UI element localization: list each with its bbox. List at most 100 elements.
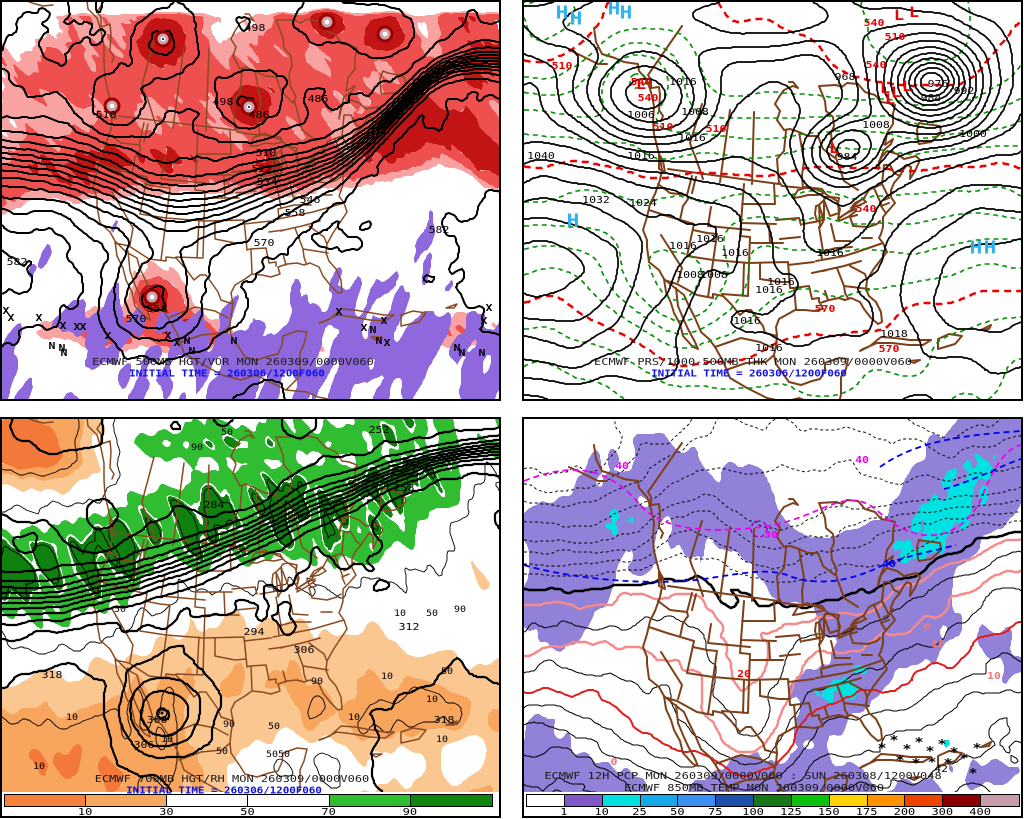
colorbar-segment	[5, 795, 87, 806]
low-symbol: L	[879, 80, 891, 98]
panel-title: ECMWF 700MB HGT/RH MON 260309/0000V060	[94, 773, 370, 785]
contour-label: 1018	[880, 327, 908, 340]
contour-label: 40	[882, 557, 896, 570]
vort-marker: X	[59, 319, 67, 332]
contour-label: 510	[551, 59, 573, 72]
contour-label: 30	[764, 528, 778, 541]
colorbar-tick-label: 75	[707, 806, 723, 818]
low-symbol: L	[901, 78, 913, 96]
height-contours	[2, 2, 499, 399]
vort-marker: X	[360, 321, 368, 334]
contour-label: 1008	[700, 268, 728, 281]
thickness-contours-red	[524, 2, 1021, 368]
map-art-500mb-hgt-vor	[2, 2, 499, 399]
contour-label: 570	[814, 302, 836, 315]
temp-minus40-line	[524, 430, 1021, 583]
panel-12h-pcp-850mb-temp: 40 30 40 40 0 10 10 0 20 42 * * * * * * * * * * * * * * ECMWF …	[522, 417, 1023, 818]
contour-label: 50	[267, 722, 281, 732]
contour-label: 558	[284, 206, 306, 219]
contour-label: 1016	[816, 246, 844, 259]
colorbar-tick-label: 100	[742, 806, 764, 818]
colorbar-segment	[867, 795, 906, 806]
contour-label: 318	[433, 713, 455, 726]
contour-label: 984	[920, 91, 942, 104]
contour-label: 1008	[676, 268, 704, 281]
contour-label: 10	[347, 713, 361, 723]
vort-marker: N	[478, 346, 486, 359]
contour-label: 976	[927, 77, 949, 90]
panel-title: ECMWF PRS/1000-500MB THK MON 260309/0000…	[594, 356, 912, 368]
contour-label: 498	[244, 21, 266, 34]
contour-label: 510	[255, 146, 277, 159]
contour-label: 306	[133, 738, 155, 751]
contour-label: 258	[393, 481, 415, 494]
contour-label: 1024	[629, 196, 657, 209]
contour-label: 90	[453, 605, 467, 615]
contour-label: 540	[637, 91, 659, 104]
contour-label: 968	[834, 70, 856, 83]
pcp-colorbar-labels: 1 10 25 50 75 100 125 150 175 200 300 400	[526, 806, 1018, 818]
colorbar-tick-label: 70	[321, 806, 336, 818]
contour-label: 90	[310, 677, 324, 687]
panel-title2: ECMWF 850MB TEMP MON 260309/0000V060	[623, 782, 885, 794]
colorbar-segment	[564, 795, 603, 806]
high-symbol: H	[566, 210, 580, 231]
colorbar-segment	[329, 795, 411, 806]
contour-label: 10	[987, 669, 1001, 682]
contour-label: 540	[863, 16, 885, 29]
vort-marker: N	[60, 346, 68, 359]
high-symbol: H	[555, 2, 569, 23]
contour-label: 486	[248, 108, 270, 121]
contour-label: 540	[855, 202, 877, 215]
vort-marker: N	[48, 339, 56, 352]
contour-label: 510	[652, 120, 674, 133]
colorbar-segment	[167, 795, 249, 806]
contour-label: 50	[277, 750, 291, 760]
rh-colorbar-labels: 10 30 50 70 90	[4, 806, 491, 818]
colorbar-segment	[602, 795, 641, 806]
contour-label: 300	[146, 713, 168, 726]
contour-label: 252	[368, 423, 390, 436]
contour-label: 0	[610, 755, 618, 768]
contour-label: 10	[380, 672, 394, 682]
contour-label: 1016	[696, 232, 724, 245]
contour-label: 306	[293, 643, 315, 656]
label-layer: 1016 1006 1008 1016 1040 1016 1032 1024 968 976 98…	[524, 2, 1021, 399]
snow-symbol: *	[943, 755, 953, 771]
contour-label: 10	[393, 609, 407, 619]
panel-title: ECMWF 12H PCP MON 260309/0000V060 : SUN …	[544, 770, 942, 782]
vort-marker: X	[73, 320, 81, 333]
map-art-prs-thk	[524, 2, 1021, 399]
contour-label: 558	[146, 302, 168, 315]
contour-label: 582	[6, 255, 28, 268]
contour-label: 1016	[755, 283, 783, 296]
contour-label: 1016	[669, 239, 697, 252]
panel-initial-time: INITIAL TIME = 260306/1200F060	[126, 785, 322, 797]
colorbar-tick-label: 10	[594, 806, 609, 818]
vort-marker: X	[485, 301, 493, 314]
contour-label: 1016	[627, 149, 655, 162]
contour-label: 10	[425, 695, 439, 705]
high-symbol: H	[983, 237, 997, 258]
contour-label: 10	[160, 735, 174, 745]
contour-label: 1006	[627, 108, 655, 121]
high-symbol: H	[569, 8, 583, 29]
snow-symbol: *	[968, 765, 978, 781]
colorbar-tick-label: 300	[931, 806, 954, 818]
vort-marker: X	[380, 314, 388, 327]
contour-label: 522	[251, 162, 273, 175]
contour-label: 10	[931, 637, 945, 650]
panel-initial-time: INITIAL TIME = 260306/1200F060	[651, 368, 847, 380]
vort-marker: N	[230, 334, 238, 347]
contour-label: 498	[212, 95, 234, 108]
low-symbol: L	[828, 140, 840, 158]
contour-label: 534	[256, 175, 278, 188]
vort-marker: X	[383, 336, 391, 349]
contour-label: 50	[425, 609, 439, 619]
contour-label: 90	[222, 720, 236, 730]
contour-label: 90	[190, 443, 204, 453]
snow-symbol: *	[911, 755, 921, 771]
snow-symbol: *	[937, 736, 947, 752]
low-symbol: L	[908, 4, 920, 22]
